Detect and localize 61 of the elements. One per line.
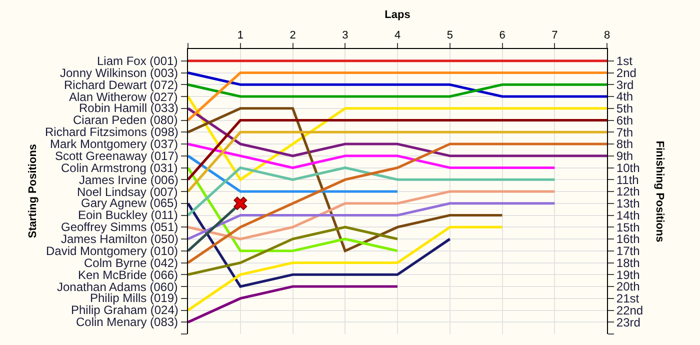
x-tick-label: 7 [552,30,558,42]
y-tick-label: 11th [616,172,639,187]
y-tick-label: 23rd [616,315,640,330]
text: Colm Byrne (042) [84,256,178,270]
text: David Montgomery (010) [46,244,178,258]
line-series [188,226,504,312]
text: Ken McBride (066) [78,268,178,282]
text: Philip Graham (024) [71,303,178,317]
text: Colin Armstrong (031) [61,161,178,175]
text: Scott Greenaway (017) [55,149,178,163]
text: Colin Menary (083) [76,315,178,329]
x-tick-label: 6 [499,30,506,42]
line-series [188,142,607,264]
y-tick-label: 19th [616,268,640,282]
x-tick-label: 1 [237,30,244,42]
y-tick-label: 16th [616,232,640,246]
y-tick-label: 20th [616,280,640,294]
line-series [188,95,607,181]
line-series [188,226,399,276]
y-tick-label: 21st [616,292,640,306]
y-tick-label: 22nd [616,303,644,318]
y-tick-label: 3rd [616,78,634,92]
text: Alan Witherow (027) [69,90,178,104]
text: Noel Lindsay (007) [77,185,178,199]
y-tick-label: 4th [616,90,634,104]
y-tick-label: 15th [616,220,640,234]
text: Eoin Buckley (011) [78,208,178,222]
y-tick-label: 12th [616,184,640,199]
line-series [188,190,556,240]
y-tick-label: 5th [616,102,634,116]
y-axis-title: Finishing Positions [653,140,666,242]
y-tick-label: 18th [616,256,640,270]
x-axis-title: Laps [384,9,410,22]
text: Jonny Wilkinson (003) [60,66,178,80]
x-tick-label: 8 [604,30,610,42]
y-tick-label: 14th [616,208,640,222]
line-series [188,107,504,252]
text: James Hamilton (050) [61,232,178,246]
text: Richard Dewart (072) [64,78,178,92]
y-tick-label: 1st [616,54,634,68]
x-tick-label: 2 [290,30,296,42]
text: Geoffrey Simms (051) [61,220,178,234]
text: Starting Positions [27,144,40,238]
x-tick-label: 4 [394,30,401,42]
text: Ciaran Peden (080) [73,113,178,127]
text: Richard Fitzsimons (098) [45,125,178,139]
text: Mark Montgomery (037) [50,137,178,151]
y-tick-label: 17th [616,244,640,258]
x-tick-label: 5 [446,30,453,42]
y-tick-label: 6th [616,113,634,128]
y-tick-label: 9th [616,149,634,164]
line-series [188,202,452,288]
text: James Irvine (006) [79,173,178,187]
text: Jonathan Adams (060) [57,280,178,294]
text: Liam Fox (001) [97,54,178,68]
y-tick-label: 7th [616,125,634,140]
y-tick-label: 2nd [616,66,636,80]
y-tick-label: 8th [616,137,634,152]
y-tick-label: 10th [616,160,640,175]
x-tick-label: 3 [342,30,348,42]
y-tick-label: 13th [616,196,640,211]
